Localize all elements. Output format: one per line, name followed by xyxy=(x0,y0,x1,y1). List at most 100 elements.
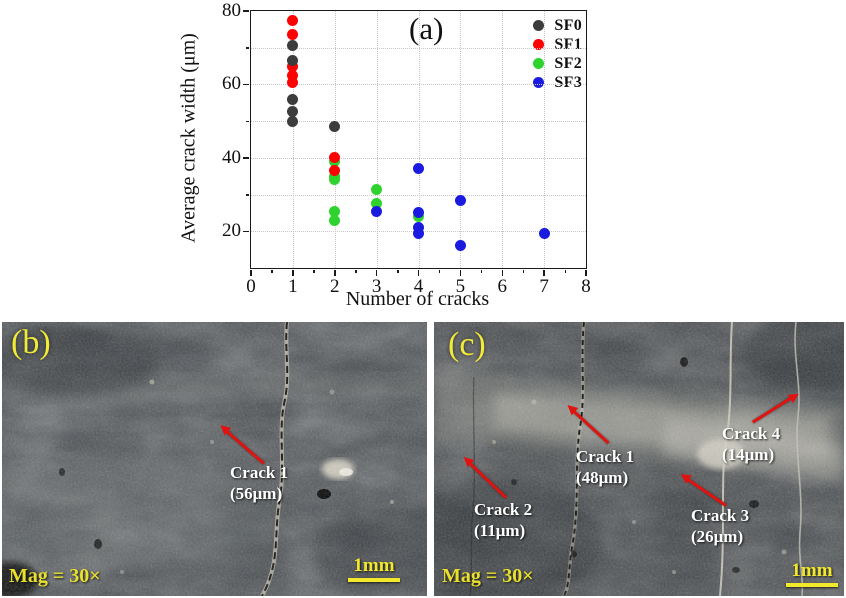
crack-width: (11μm) xyxy=(474,521,526,541)
micrograph-panel-b: (b) Crack 1 (56μm) Mag = 30× 1mm xyxy=(2,322,427,596)
data-point-SF3 xyxy=(538,227,550,239)
gridline-vertical xyxy=(376,11,378,268)
crack2-annotation-c: Crack 2 (11μm) xyxy=(474,499,532,542)
data-point-SF3 xyxy=(371,205,383,217)
x-tick-label: 3 xyxy=(371,276,382,297)
y-tick-label: 80 xyxy=(222,0,241,21)
y-tick xyxy=(243,83,249,86)
data-point-SF1 xyxy=(329,152,341,164)
legend-label-SF3: SF3 xyxy=(554,73,582,91)
x-tick xyxy=(375,270,378,276)
x-tick xyxy=(334,270,336,276)
scalebar-c: 1mm xyxy=(786,560,838,587)
scatter-plot: (a) SF0 SF1 SF2 SF3 0 1 2 3 4 5 6 7 8 20 40 60 80 xyxy=(222,0,591,297)
gridline-horizontal xyxy=(251,121,586,123)
concrete-texture-c xyxy=(434,322,844,596)
x-tick xyxy=(459,270,462,276)
crack-name: Crack 3 xyxy=(691,506,750,525)
data-point-SF0 xyxy=(287,115,299,127)
y-tick-label: 40 xyxy=(222,146,241,168)
micrograph-panel-c: (c) Crack 1 (48μm) Crack 2 (11μm) Crack … xyxy=(434,322,844,596)
data-point-SF1 xyxy=(287,77,299,89)
y-tick xyxy=(243,157,249,159)
x-minor-tick xyxy=(355,270,357,273)
data-point-SF2 xyxy=(329,205,341,217)
crack-name: Crack 4 xyxy=(722,424,781,443)
gridline-horizontal xyxy=(251,157,586,159)
data-point-SF1 xyxy=(287,60,299,72)
legend-item-SF1: SF1 xyxy=(533,36,582,53)
crack3-annotation-c: Crack 3 (26μm) xyxy=(691,505,749,548)
x-tick xyxy=(417,270,420,276)
legend-swatch-SF3 xyxy=(533,77,545,88)
data-point-SF0 xyxy=(329,121,341,133)
magnification-label-b: Mag = 30× xyxy=(9,565,101,587)
crack4-annotation-c: Crack 4 (14μm) xyxy=(722,423,780,466)
y-tick xyxy=(243,230,249,233)
x-tick-label: 5 xyxy=(455,276,466,297)
x-minor-tick xyxy=(480,270,483,273)
legend-label-SF2: SF2 xyxy=(554,54,582,72)
gridline-vertical xyxy=(418,11,420,268)
y-minor-tick xyxy=(246,194,249,196)
panel-c-label: (c) xyxy=(448,326,486,363)
legend-item-SF2: SF2 xyxy=(533,55,582,72)
data-point-SF2 xyxy=(371,183,383,195)
x-tick-label: 8 xyxy=(581,276,591,297)
data-point-SF3 xyxy=(413,207,424,219)
x-tick-label: 6 xyxy=(497,276,508,297)
x-minor-tick xyxy=(397,270,399,273)
legend-label-SF1: SF1 xyxy=(554,35,582,53)
magnification-label-c: Mag = 30× xyxy=(442,565,534,587)
scalebar-text: 1mm xyxy=(353,555,395,576)
gridline-vertical xyxy=(292,11,294,268)
data-point-SF0 xyxy=(287,106,299,118)
x-tick-label: 1 xyxy=(288,276,298,297)
y-tick-label: 60 xyxy=(222,73,241,95)
x-tick xyxy=(292,270,294,276)
data-point-SF0 xyxy=(287,40,299,52)
gridline-horizontal xyxy=(251,84,586,86)
legend-swatch-SF0 xyxy=(533,20,545,31)
data-point-SF1 xyxy=(287,69,299,81)
data-point-SF3 xyxy=(413,227,424,239)
panel-b-label: (b) xyxy=(11,324,51,361)
scalebar-text: 1mm xyxy=(791,560,833,581)
scalebar-line xyxy=(786,583,838,587)
crack-name: Crack 1 xyxy=(576,447,635,466)
x-tick xyxy=(543,270,545,276)
data-point-SF2 xyxy=(329,174,341,186)
y-minor-tick xyxy=(246,47,249,49)
x-tick-label: 0 xyxy=(246,276,256,297)
gridline-vertical xyxy=(502,11,504,268)
crack-name: Crack 2 xyxy=(474,500,533,519)
legend-item-SF3: SF3 xyxy=(533,74,582,91)
panel-a-label: (a) xyxy=(409,11,444,46)
x-minor-tick xyxy=(564,270,567,273)
x-tick xyxy=(585,270,587,276)
x-minor-tick xyxy=(438,270,441,273)
x-tick xyxy=(501,270,503,276)
x-tick-label: 4 xyxy=(413,276,424,297)
scalebar-line xyxy=(348,578,400,582)
y-minor-tick xyxy=(246,120,249,123)
concrete-texture-b xyxy=(2,322,427,596)
data-point-SF1 xyxy=(287,29,299,41)
x-minor-tick xyxy=(271,270,273,273)
gridline-vertical xyxy=(544,11,546,268)
legend-item-SF0: SF0 xyxy=(533,17,582,34)
x-minor-tick xyxy=(313,270,315,273)
crack1-annotation-c: Crack 1 (48μm) xyxy=(576,446,634,489)
crack-width: (26μm) xyxy=(691,527,744,547)
legend: SF0 SF1 SF2 SF3 xyxy=(533,17,582,91)
legend-label-SF0: SF0 xyxy=(554,16,582,34)
x-axis-title: Number of cracks xyxy=(345,288,490,310)
y-axis-title: Average crack width (μm) xyxy=(177,33,200,243)
gridline-vertical xyxy=(334,11,336,268)
x-tick-label: 7 xyxy=(539,276,549,297)
data-point-SF3 xyxy=(454,194,466,206)
data-point-SF0 xyxy=(287,55,299,67)
data-point-SF3 xyxy=(454,240,466,252)
x-minor-tick xyxy=(522,270,525,273)
